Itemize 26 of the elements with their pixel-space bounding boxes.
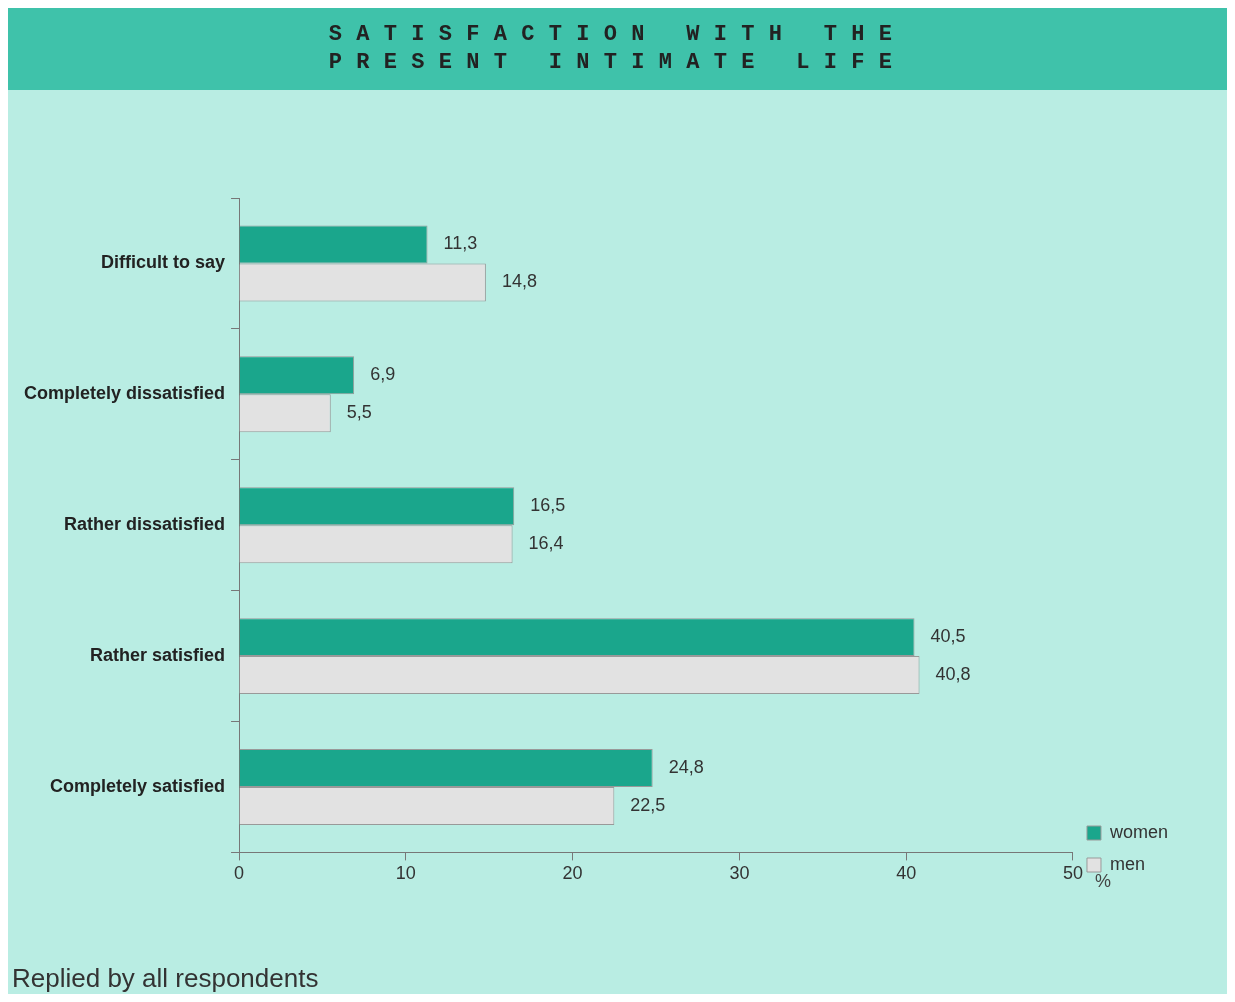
- x-tick-label: 30: [729, 863, 750, 884]
- data-label: 5,5: [346, 402, 372, 423]
- x-tick-label: 50: [1062, 863, 1083, 884]
- data-label: 14,8: [501, 271, 537, 292]
- y-tick-label: Rather satisfied: [90, 645, 226, 666]
- x-tick-label: 0: [234, 863, 245, 884]
- legend-label: men: [1109, 853, 1145, 874]
- x-tick-label: 40: [896, 863, 917, 884]
- y-tick-label: Rather dissatisfied: [64, 514, 226, 535]
- data-label: 40,5: [930, 626, 966, 647]
- text: Replied by all respondents: [12, 963, 319, 994]
- data-label: 6,9: [370, 364, 396, 385]
- data-label: 22,5: [630, 794, 666, 815]
- chart-title: SATISFACTION WITH THE PRESENT INTIMATE LIFE: [327, 21, 908, 77]
- x-tick-label: 10: [395, 863, 416, 884]
- x-axis-title: %: [1094, 871, 1111, 892]
- data-label: 16,5: [530, 495, 566, 516]
- legend-label: women: [1108, 821, 1169, 842]
- y-tick-label: Completely dissatisfied: [24, 383, 226, 404]
- data-label: 40,8: [935, 664, 971, 685]
- data-label: 11,3: [443, 233, 478, 254]
- y-tick-label: Difficult to say: [101, 252, 226, 273]
- x-tick-label: 20: [562, 863, 583, 884]
- data-label: 16,4: [528, 533, 564, 554]
- data-label: 24,8: [668, 756, 704, 777]
- y-tick-label: Completely satisfied: [50, 775, 226, 796]
